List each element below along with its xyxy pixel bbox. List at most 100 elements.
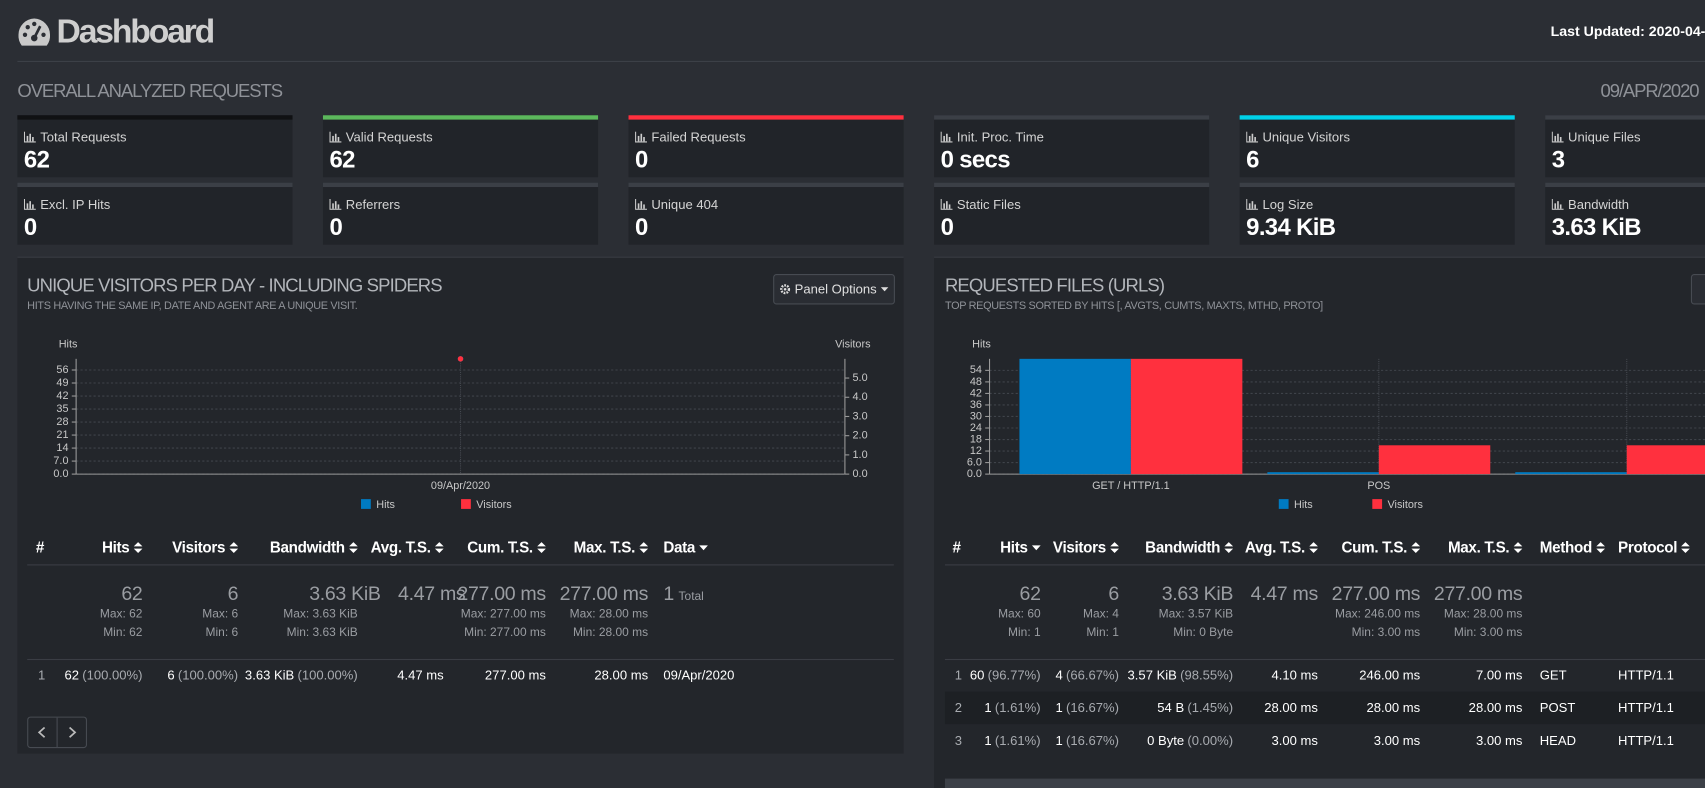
- cell-percent: (0.00%): [1187, 732, 1234, 749]
- tick-label: 48: [970, 376, 982, 388]
- table-rule: [27, 658, 894, 661]
- panel-options-button[interactable]: [1690, 274, 1705, 305]
- metric-card: Unique Files 3: [1545, 115, 1705, 178]
- table-cell: 3.00 ms: [1373, 732, 1421, 748]
- legend-label: Hits: [376, 499, 395, 511]
- table-rule: [27, 564, 894, 566]
- column-header[interactable]: Visitors: [172, 538, 239, 556]
- cell-percent: (16.67%): [1065, 732, 1119, 749]
- panel: [17, 256, 904, 754]
- column-header[interactable]: Cum. T.S.: [1342, 538, 1421, 556]
- cell-percent: (1.61%): [994, 700, 1041, 716]
- table-cell: 28.00 ms: [1468, 699, 1523, 715]
- column-header[interactable]: Hits: [102, 538, 143, 556]
- legend-swatch: [361, 499, 371, 509]
- point: [457, 356, 464, 362]
- table-cell: 4 (66.67%): [1055, 667, 1118, 684]
- summary-min: Min: 28.00 ms: [572, 626, 649, 640]
- column-header[interactable]: Hits: [1000, 538, 1041, 556]
- next-button[interactable]: [58, 718, 86, 747]
- panel-options-button[interactable]: Panel Options: [773, 274, 895, 305]
- cell-value: 4: [1055, 667, 1063, 683]
- header-text: Bandwidth: [1145, 538, 1221, 556]
- table-cell: 1: [954, 667, 963, 683]
- card-label-row: Unique Files: [1551, 129, 1641, 145]
- summary-max: Max: 28.00 ms: [1443, 607, 1523, 621]
- metric-card: Log Size 9.34 KiB: [1239, 182, 1515, 245]
- table-cell: 6 (100.00%): [167, 667, 238, 684]
- caret-icon: [880, 287, 889, 292]
- bar: [1515, 472, 1627, 475]
- y2-axis-label: Visitors: [835, 339, 871, 351]
- summary-value: 3.63 KiB: [309, 582, 381, 605]
- sort-icon: [133, 541, 143, 553]
- metric-card: Unique Visitors 6: [1239, 115, 1515, 178]
- table-cell: 7.00 ms: [1475, 667, 1523, 683]
- bar: [1626, 445, 1705, 475]
- column-header[interactable]: Max. T.S.: [574, 538, 649, 556]
- bar-chart-icon: [1246, 198, 1259, 210]
- cell-percent: (100.00%): [82, 667, 143, 683]
- column-header[interactable]: Avg. T.S.: [371, 538, 444, 556]
- card-value: 62: [23, 145, 50, 173]
- sort-icon: [1681, 541, 1691, 553]
- column-header[interactable]: Max. T.S.: [1448, 538, 1523, 556]
- legend-label: Visitors: [476, 499, 512, 511]
- prev-button[interactable]: [28, 718, 56, 747]
- panel-title: REQUESTED FILES (URLS): [944, 275, 1165, 296]
- bar-chart-icon: [940, 198, 953, 210]
- card-label: Failed Requests: [651, 129, 746, 145]
- table-cell: 09/Apr/2020: [663, 667, 735, 683]
- sort-icon: [1309, 541, 1318, 553]
- summary-value: 4.47 ms: [1250, 582, 1319, 605]
- cell-value: 54 B: [1157, 700, 1185, 716]
- sort-icon: [699, 544, 709, 550]
- header-text: #: [35, 538, 45, 556]
- bar-chart-icon: [23, 131, 36, 143]
- column-header[interactable]: Bandwidth: [1145, 538, 1234, 556]
- summary-max: Max: 28.00 ms: [569, 607, 649, 621]
- table-cell: 1 (1.61%): [984, 699, 1040, 716]
- card-label-row: Valid Requests: [329, 129, 433, 145]
- card-label-row: Failed Requests: [635, 129, 746, 145]
- metric-card: Failed Requests 0: [628, 115, 904, 178]
- column-header[interactable]: Method: [1540, 538, 1605, 556]
- y-axis-label: Hits: [59, 339, 78, 351]
- cell-percent: (1.45%): [1187, 700, 1234, 716]
- column-header[interactable]: Protocol: [1618, 538, 1691, 556]
- column-header[interactable]: Visitors: [1053, 538, 1119, 556]
- table-cell: 3.63 KiB (100.00%): [245, 667, 358, 684]
- bar-chart-icon: [23, 198, 36, 210]
- metric-card: Excl. IP Hits 0: [17, 182, 293, 245]
- column-header[interactable]: Avg. T.S.: [1245, 538, 1318, 556]
- tick-label: 6.0: [967, 456, 982, 468]
- column-header[interactable]: Data: [663, 538, 709, 556]
- card-label: Referrers: [345, 196, 401, 213]
- column-header[interactable]: Cum. T.S.: [467, 538, 546, 556]
- tick-label: 5.0: [853, 372, 868, 384]
- table-cell: 28.00 ms: [594, 667, 649, 683]
- tick-label: 0.0: [853, 468, 868, 480]
- cell-value: 6: [167, 667, 175, 683]
- summary-min: Min: 1: [1086, 626, 1119, 640]
- table-cell: 4.10 ms: [1271, 667, 1318, 683]
- card-value: 6: [1246, 145, 1259, 173]
- table-cell: 3.00 ms: [1475, 732, 1523, 748]
- button-label: Panel Options: [794, 281, 877, 297]
- x-tick-label: 09/Apr/2020: [431, 480, 490, 492]
- cell-percent: (66.67%): [1065, 667, 1119, 683]
- sort-icon: [1110, 541, 1119, 553]
- bar: [1130, 358, 1243, 475]
- legend-label: Visitors: [1388, 499, 1424, 511]
- column-header[interactable]: Bandwidth: [270, 538, 358, 556]
- header-text: #: [952, 538, 961, 556]
- summary-value: 1: [663, 582, 675, 605]
- table-cell: 1: [38, 667, 46, 683]
- header-rule: [17, 60, 1705, 62]
- card-label: Unique Visitors: [1262, 129, 1350, 145]
- metric-card: Unique 404 0: [628, 182, 904, 245]
- tick-label: 56: [56, 364, 68, 376]
- card-label: Init. Proc. Time: [956, 129, 1044, 145]
- summary-max: Max: 60: [998, 607, 1041, 621]
